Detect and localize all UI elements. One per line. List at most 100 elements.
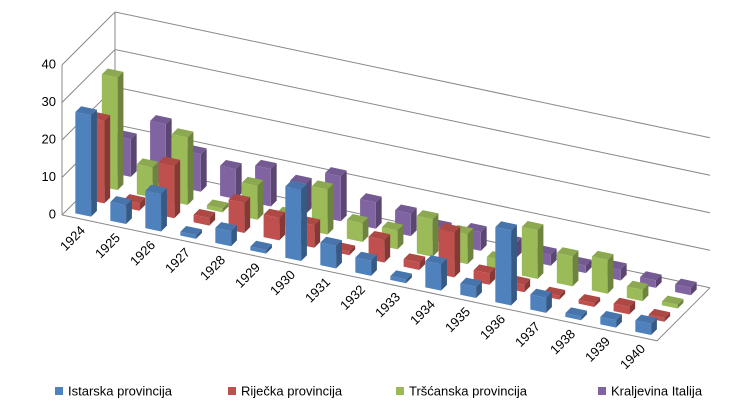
bar-top [473, 264, 496, 274]
bar [613, 297, 636, 315]
bar-front [600, 316, 617, 328]
bar [460, 277, 482, 299]
legend-label: Istarska provincija [68, 383, 173, 398]
bar-side [467, 228, 474, 265]
bar-side [244, 197, 251, 234]
bar-side [231, 225, 237, 247]
bar-top [591, 250, 614, 261]
bar [355, 251, 377, 276]
bar [145, 184, 167, 232]
bar-side [581, 310, 587, 321]
bar-side [384, 234, 391, 263]
bar [495, 221, 517, 306]
bar-side [476, 280, 482, 299]
bar-top [346, 214, 369, 224]
bar-side [279, 212, 286, 241]
bar-side [664, 312, 671, 322]
bar-top [320, 236, 342, 246]
bar [360, 193, 382, 229]
bar-side [537, 224, 544, 279]
bar-top [438, 223, 461, 233]
bar-side [301, 183, 307, 262]
bar-side [336, 240, 342, 269]
bar-top [263, 208, 286, 218]
bar-top [241, 176, 264, 187]
bar-top [311, 180, 334, 190]
bar-top [648, 308, 671, 319]
bar [285, 180, 307, 262]
bar-front [390, 276, 407, 284]
bar-front [403, 259, 420, 271]
bar [381, 221, 404, 250]
bar-side [655, 274, 662, 288]
bar-side [651, 317, 657, 336]
bar-side [266, 244, 272, 254]
x-tick-label: 1939 [582, 334, 613, 365]
bar [556, 247, 579, 287]
bar-side [196, 229, 202, 239]
x-tick-label: 1937 [512, 319, 543, 350]
bar-side [270, 163, 277, 207]
y-tick-label: 10 [42, 169, 56, 184]
y-tick-label: 40 [42, 56, 56, 71]
bar-side [174, 159, 181, 219]
bar-top [556, 247, 579, 257]
bar-side [489, 267, 496, 285]
bar-top [626, 280, 649, 290]
bar-top [150, 115, 172, 125]
legend-label: Kraljevina Italija [611, 383, 703, 398]
bar-front [521, 226, 538, 279]
bar-front [675, 284, 691, 296]
bar-top [675, 278, 697, 288]
bar-front [635, 320, 652, 336]
bar [75, 106, 97, 217]
bar-front [556, 253, 573, 287]
bar-top [101, 68, 124, 78]
x-tick-label: 1931 [302, 274, 333, 305]
legend-swatch [228, 387, 236, 395]
bar-side [397, 224, 404, 250]
bar-top [110, 196, 132, 206]
bar-front [565, 313, 582, 321]
bar-side [371, 255, 377, 276]
x-tick-label: 1935 [442, 304, 473, 335]
bar-side [257, 180, 264, 220]
bar-front [355, 257, 372, 276]
bar-top [495, 221, 517, 231]
bar-top [325, 167, 347, 177]
bar [193, 208, 216, 226]
bar-front [110, 201, 127, 225]
bar-side [209, 212, 216, 226]
bar-side [550, 248, 557, 266]
bar-top [206, 199, 229, 209]
bar-side [406, 273, 412, 284]
bar-side [362, 217, 369, 242]
bar [661, 295, 684, 309]
bar-side [515, 237, 522, 259]
bar-side [677, 298, 684, 309]
bar-side [616, 314, 622, 328]
bar [250, 240, 272, 254]
bar-side [126, 199, 132, 225]
bar-front [263, 214, 280, 241]
x-tick-label: 1934 [407, 297, 438, 328]
x-tick-label: 1928 [197, 252, 228, 283]
bar-top [136, 158, 159, 168]
bar-side [187, 131, 194, 205]
y-tick-label: 0 [49, 206, 56, 221]
bar-side [130, 133, 137, 177]
bar-top [565, 307, 587, 317]
bar [521, 221, 544, 279]
bar-side [235, 163, 242, 200]
bar-top [613, 297, 636, 307]
bar-top [530, 288, 552, 298]
bar-top [368, 230, 391, 241]
y-tick-label: 30 [42, 94, 56, 109]
bar-top [75, 106, 97, 116]
bar-front [206, 205, 223, 213]
bar-top [578, 294, 601, 304]
bar-side [690, 281, 697, 296]
bar-front [180, 231, 197, 239]
bar [220, 159, 242, 200]
bar-front [193, 214, 210, 226]
